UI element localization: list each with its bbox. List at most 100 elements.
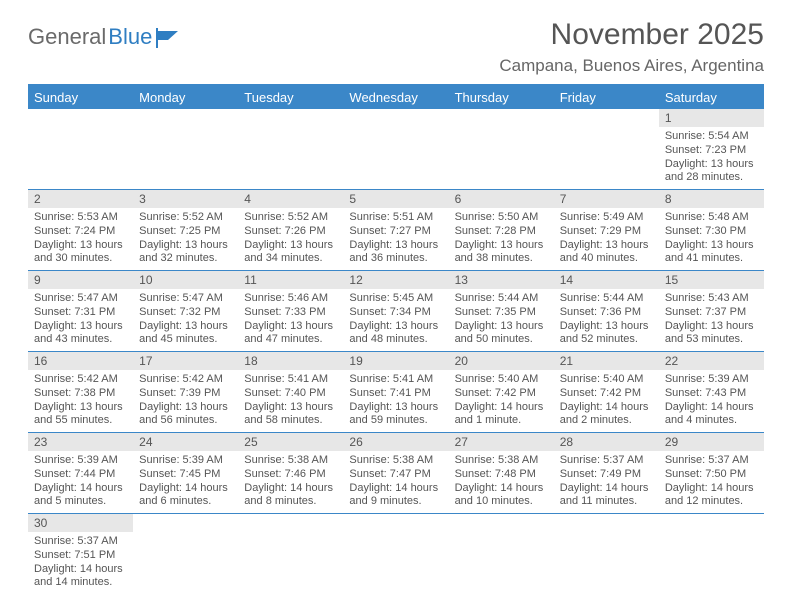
day-number: 8 — [659, 190, 764, 208]
calendar-cell: 29Sunrise: 5:37 AMSunset: 7:50 PMDayligh… — [659, 433, 764, 514]
sunrise-text: Sunrise: 5:42 AM — [34, 373, 127, 387]
day-number: 13 — [449, 271, 554, 289]
sunset-text: Sunset: 7:27 PM — [349, 225, 442, 239]
day-number: 21 — [554, 352, 659, 370]
daylight-text: Daylight: 13 hours and 36 minutes. — [349, 239, 442, 267]
day-body: Sunrise: 5:41 AMSunset: 7:41 PMDaylight:… — [343, 370, 448, 432]
sunset-text: Sunset: 7:41 PM — [349, 387, 442, 401]
daylight-text: Daylight: 13 hours and 59 minutes. — [349, 401, 442, 429]
sunrise-text: Sunrise: 5:39 AM — [139, 454, 232, 468]
day-body: Sunrise: 5:50 AMSunset: 7:28 PMDaylight:… — [449, 208, 554, 270]
day-body: Sunrise: 5:38 AMSunset: 7:48 PMDaylight:… — [449, 451, 554, 513]
weekday-header-row: Sunday Monday Tuesday Wednesday Thursday… — [28, 85, 764, 109]
sunrise-text: Sunrise: 5:48 AM — [665, 211, 758, 225]
calendar-cell: 25Sunrise: 5:38 AMSunset: 7:46 PMDayligh… — [238, 433, 343, 514]
calendar-week-row: 16Sunrise: 5:42 AMSunset: 7:38 PMDayligh… — [28, 352, 764, 433]
sunrise-text: Sunrise: 5:38 AM — [349, 454, 442, 468]
header: GeneralBlue November 2025 Campana, Bueno… — [28, 18, 764, 76]
sunrise-text: Sunrise: 5:39 AM — [665, 373, 758, 387]
daylight-text: Daylight: 13 hours and 55 minutes. — [34, 401, 127, 429]
sunrise-text: Sunrise: 5:53 AM — [34, 211, 127, 225]
daylight-text: Daylight: 14 hours and 11 minutes. — [560, 482, 653, 510]
sunset-text: Sunset: 7:38 PM — [34, 387, 127, 401]
sunrise-text: Sunrise: 5:40 AM — [455, 373, 548, 387]
weekday-header: Wednesday — [343, 85, 448, 109]
daylight-text: Daylight: 14 hours and 4 minutes. — [665, 401, 758, 429]
title-block: November 2025 Campana, Buenos Aires, Arg… — [499, 18, 764, 76]
sunrise-text: Sunrise: 5:41 AM — [349, 373, 442, 387]
day-body: Sunrise: 5:44 AMSunset: 7:36 PMDaylight:… — [554, 289, 659, 351]
day-number: 23 — [28, 433, 133, 451]
logo-text-b: Blue — [108, 24, 152, 50]
day-number: 28 — [554, 433, 659, 451]
sunrise-text: Sunrise: 5:44 AM — [455, 292, 548, 306]
day-body: Sunrise: 5:38 AMSunset: 7:46 PMDaylight:… — [238, 451, 343, 513]
sunrise-text: Sunrise: 5:44 AM — [560, 292, 653, 306]
sunrise-text: Sunrise: 5:40 AM — [560, 373, 653, 387]
calendar-cell: 2Sunrise: 5:53 AMSunset: 7:24 PMDaylight… — [28, 190, 133, 271]
weekday-header: Tuesday — [238, 85, 343, 109]
daylight-text: Daylight: 13 hours and 53 minutes. — [665, 320, 758, 348]
sunset-text: Sunset: 7:42 PM — [560, 387, 653, 401]
daylight-text: Daylight: 14 hours and 2 minutes. — [560, 401, 653, 429]
sunrise-text: Sunrise: 5:45 AM — [349, 292, 442, 306]
day-number: 20 — [449, 352, 554, 370]
sunrise-text: Sunrise: 5:51 AM — [349, 211, 442, 225]
day-number: 9 — [28, 271, 133, 289]
sunset-text: Sunset: 7:35 PM — [455, 306, 548, 320]
day-number: 22 — [659, 352, 764, 370]
sunrise-text: Sunrise: 5:37 AM — [34, 535, 127, 549]
day-number: 29 — [659, 433, 764, 451]
day-number: 3 — [133, 190, 238, 208]
daylight-text: Daylight: 13 hours and 40 minutes. — [560, 239, 653, 267]
calendar-cell: 9Sunrise: 5:47 AMSunset: 7:31 PMDaylight… — [28, 271, 133, 352]
sunset-text: Sunset: 7:25 PM — [139, 225, 232, 239]
day-body: Sunrise: 5:51 AMSunset: 7:27 PMDaylight:… — [343, 208, 448, 270]
sunrise-text: Sunrise: 5:52 AM — [244, 211, 337, 225]
sunrise-text: Sunrise: 5:38 AM — [244, 454, 337, 468]
weekday-header: Monday — [133, 85, 238, 109]
calendar-cell: 12Sunrise: 5:45 AMSunset: 7:34 PMDayligh… — [343, 271, 448, 352]
day-number: 27 — [449, 433, 554, 451]
calendar-cell: 6Sunrise: 5:50 AMSunset: 7:28 PMDaylight… — [449, 190, 554, 271]
calendar-table: Sunday Monday Tuesday Wednesday Thursday… — [28, 84, 764, 594]
calendar-cell — [133, 514, 238, 595]
daylight-text: Daylight: 14 hours and 6 minutes. — [139, 482, 232, 510]
sunset-text: Sunset: 7:24 PM — [34, 225, 127, 239]
sunrise-text: Sunrise: 5:38 AM — [455, 454, 548, 468]
day-body: Sunrise: 5:47 AMSunset: 7:32 PMDaylight:… — [133, 289, 238, 351]
sunset-text: Sunset: 7:26 PM — [244, 225, 337, 239]
sunset-text: Sunset: 7:43 PM — [665, 387, 758, 401]
day-number: 1 — [659, 109, 764, 127]
sunset-text: Sunset: 7:31 PM — [34, 306, 127, 320]
day-body: Sunrise: 5:42 AMSunset: 7:38 PMDaylight:… — [28, 370, 133, 432]
month-title: November 2025 — [499, 18, 764, 52]
calendar-cell — [554, 109, 659, 190]
daylight-text: Daylight: 13 hours and 50 minutes. — [455, 320, 548, 348]
daylight-text: Daylight: 14 hours and 14 minutes. — [34, 563, 127, 591]
calendar-week-row: 2Sunrise: 5:53 AMSunset: 7:24 PMDaylight… — [28, 190, 764, 271]
daylight-text: Daylight: 14 hours and 8 minutes. — [244, 482, 337, 510]
day-body: Sunrise: 5:37 AMSunset: 7:49 PMDaylight:… — [554, 451, 659, 513]
sunrise-text: Sunrise: 5:47 AM — [34, 292, 127, 306]
daylight-text: Daylight: 13 hours and 45 minutes. — [139, 320, 232, 348]
sunset-text: Sunset: 7:49 PM — [560, 468, 653, 482]
calendar-cell: 19Sunrise: 5:41 AMSunset: 7:41 PMDayligh… — [343, 352, 448, 433]
calendar-cell — [238, 514, 343, 595]
calendar-cell: 26Sunrise: 5:38 AMSunset: 7:47 PMDayligh… — [343, 433, 448, 514]
flag-icon — [156, 28, 182, 48]
calendar-cell: 4Sunrise: 5:52 AMSunset: 7:26 PMDaylight… — [238, 190, 343, 271]
day-number: 24 — [133, 433, 238, 451]
calendar-cell: 17Sunrise: 5:42 AMSunset: 7:39 PMDayligh… — [133, 352, 238, 433]
day-body: Sunrise: 5:45 AMSunset: 7:34 PMDaylight:… — [343, 289, 448, 351]
day-number: 5 — [343, 190, 448, 208]
day-number: 11 — [238, 271, 343, 289]
calendar-cell: 30Sunrise: 5:37 AMSunset: 7:51 PMDayligh… — [28, 514, 133, 595]
daylight-text: Daylight: 13 hours and 52 minutes. — [560, 320, 653, 348]
day-body: Sunrise: 5:41 AMSunset: 7:40 PMDaylight:… — [238, 370, 343, 432]
daylight-text: Daylight: 14 hours and 9 minutes. — [349, 482, 442, 510]
sunset-text: Sunset: 7:34 PM — [349, 306, 442, 320]
calendar-cell: 24Sunrise: 5:39 AMSunset: 7:45 PMDayligh… — [133, 433, 238, 514]
day-body: Sunrise: 5:40 AMSunset: 7:42 PMDaylight:… — [554, 370, 659, 432]
day-body: Sunrise: 5:39 AMSunset: 7:44 PMDaylight:… — [28, 451, 133, 513]
